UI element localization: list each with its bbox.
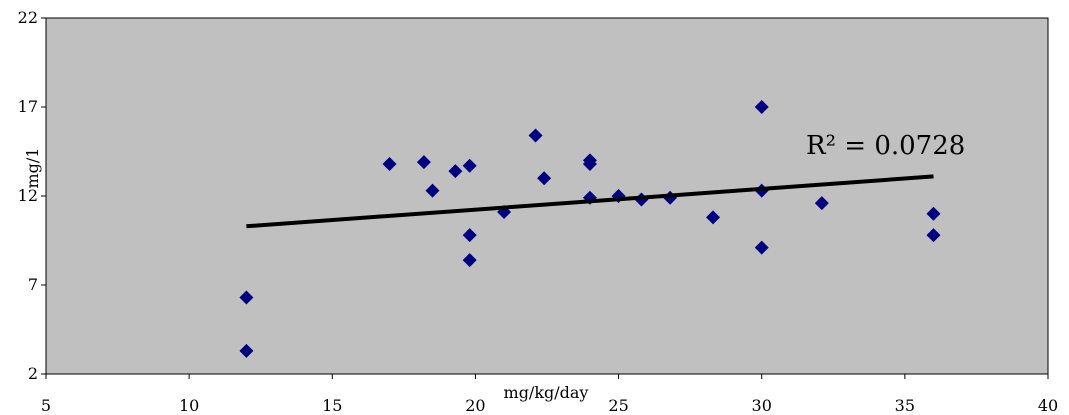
x-tick-label: 15 [322,396,342,415]
data-point [582,156,597,171]
x-tick-label: 20 [465,396,485,415]
data-point [926,228,941,243]
data-point [416,155,431,170]
data-point [425,183,440,198]
data-point [382,156,397,171]
x-tick-label: 10 [179,396,199,415]
x-tick-label: 25 [608,396,628,415]
data-point [462,158,477,173]
trendline [246,174,934,229]
y-axis-ticks: 2 7 12 17 22 [18,8,46,383]
x-tick-label: 40 [1038,396,1058,415]
y-tick-label: 12 [18,186,38,205]
data-point [462,228,477,243]
data-point [537,171,552,186]
x-axis-label: mg/kg/day [504,383,589,402]
y-tick-label: 17 [18,97,38,116]
data-point [706,210,721,225]
data-point [754,240,769,255]
plot-area [45,17,1049,375]
x-tick-label: 5 [41,396,51,415]
y-tick-label: 2 [28,364,38,383]
y-tick-label: 7 [28,275,38,294]
data-point [239,343,254,358]
x-axis-ticks: 5 10 15 20 25 30 35 40 [41,374,1058,415]
data-point [462,253,477,268]
data-point [448,164,463,179]
r-squared-label: R² = 0.0728 [806,131,965,161]
y-tick-label: 22 [18,8,38,27]
data-point [926,206,941,221]
y-axis-label: mg/1 [23,148,42,189]
data-point [814,196,829,211]
data-point [754,100,769,114]
data-point [528,128,543,143]
data-point [239,290,254,305]
x-tick-label: 30 [752,396,772,415]
x-tick-label: 35 [895,396,915,415]
